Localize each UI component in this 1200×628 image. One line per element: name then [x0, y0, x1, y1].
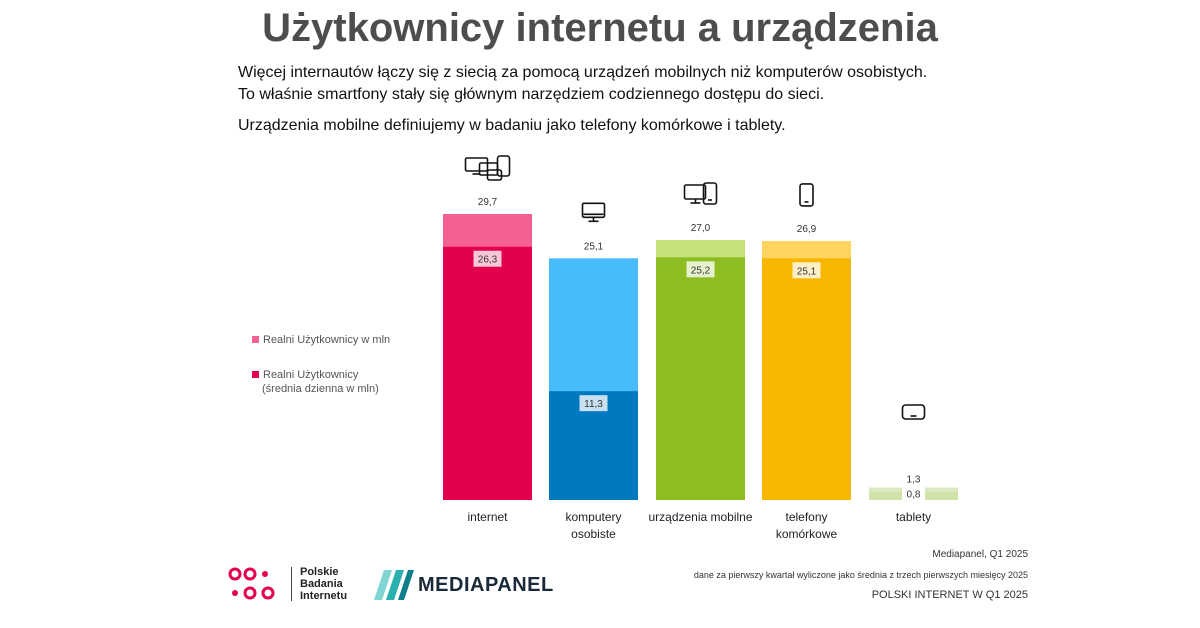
category-label-2-0: urządzenia mobilne — [648, 510, 752, 524]
pbi-logo-icon — [228, 567, 275, 600]
source-note: Mediapanel, Q1 2025 — [932, 549, 1028, 560]
label-total-2: 27,0 — [691, 223, 711, 234]
desktop-and-phone-icon — [683, 182, 718, 205]
mediapanel-logo-text: MEDIAPANEL — [418, 574, 554, 596]
legend-item-total: Realni Użytkownicy w mln — [252, 333, 390, 347]
label-bg-daily-0 — [473, 250, 502, 267]
category-label-3-1: komórkowe — [776, 527, 838, 541]
legend-item-daily: Realni Użytkownicy (średnia dzienna w ml… — [252, 368, 379, 396]
label-total-0: 29,7 — [478, 197, 498, 208]
label-daily-0: 26,3 — [478, 255, 498, 266]
pbi-line-3: Internetu — [300, 590, 348, 602]
category-label-3-0: telefony — [785, 510, 827, 524]
bar-daily-4-seg1 — [925, 492, 958, 500]
category-label-0-0: internet — [467, 510, 508, 524]
legend-swatch-total — [252, 336, 259, 343]
category-label-4-0: tablety — [896, 510, 931, 524]
label-bg-daily-2 — [686, 261, 715, 278]
label-daily-2: 25,2 — [691, 265, 711, 276]
category-label-1-0: komputery — [565, 510, 621, 524]
intro-line-3: Urządzenia mobilne definiujemy w badaniu… — [238, 117, 786, 134]
bar-daily-0 — [443, 246, 532, 500]
data-note: dane za pierwszy kwartał wyliczone jako … — [693, 570, 1028, 580]
label-daily-3: 25,1 — [797, 266, 817, 277]
category-label-1-1: osobiste — [571, 527, 616, 541]
legend-label-daily-sub: (średnia dzienna w mln) — [262, 383, 379, 395]
pbi-line-1: Polskie — [300, 566, 339, 578]
legend-label-total: Realni Użytkownicy w mln — [263, 334, 391, 346]
mediapanel-logo-icon — [374, 570, 414, 600]
intro-line-1: Więcej internautów łączy się z siecią za… — [238, 64, 928, 81]
label-total-1: 25,1 — [584, 241, 604, 252]
report-name: POLSKI INTERNET W Q1 2025 — [871, 589, 1028, 601]
label-bg-daily-3 — [792, 262, 821, 279]
label-daily-1: 11,3 — [584, 399, 603, 410]
tablet-icon — [901, 404, 926, 420]
label-total-3: 26,9 — [797, 224, 817, 235]
smartphone-icon — [799, 183, 814, 207]
pbi-logo-text: Polskie Badania Internetu — [300, 566, 347, 602]
legend-swatch-daily — [252, 371, 259, 378]
all-devices-icon — [464, 155, 511, 181]
label-bg-daily-1 — [579, 395, 608, 412]
intro-line-2: To właśnie smartfony stały się głównym n… — [238, 86, 825, 103]
label-total-4: 1,3 — [907, 474, 921, 485]
label-daily-4: 0,8 — [907, 489, 921, 500]
bar-daily-3 — [762, 258, 851, 500]
bar-daily-4-seg0 — [869, 492, 902, 500]
logo-divider — [291, 567, 292, 601]
desktop-icon — [581, 202, 606, 223]
legend-label-daily: Realni Użytkownicy — [263, 369, 359, 381]
bar-daily-2 — [656, 257, 745, 500]
page-title: Użytkownicy internetu a urządzenia — [262, 6, 938, 50]
pbi-line-2: Badania — [300, 578, 343, 590]
